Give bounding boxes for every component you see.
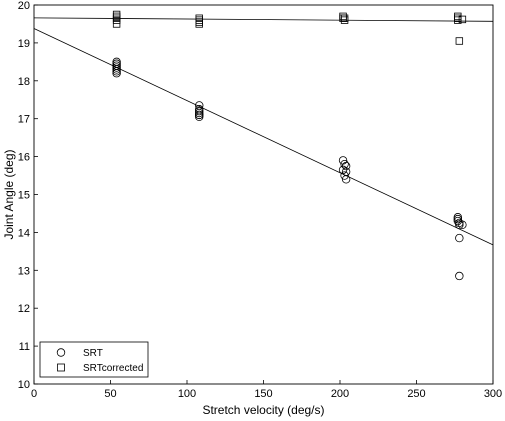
legend-marker-srtcorrected — [57, 363, 65, 372]
fit-lines — [33, 17, 494, 246]
point-srtcorrected — [339, 12, 347, 21]
point-srt — [112, 67, 121, 76]
y-tick-label: 20 — [18, 0, 30, 12]
point-srt — [455, 220, 464, 230]
point-srtcorrected — [112, 20, 121, 28]
point-srt — [195, 108, 204, 118]
y-tick-label: 10 — [18, 379, 30, 391]
legend-marker-srt — [56, 348, 66, 357]
point-srt — [341, 175, 351, 184]
legend-label-srtcorrected: SRTcorrected — [83, 363, 143, 374]
point-srt — [195, 106, 204, 116]
point-srt — [195, 110, 204, 120]
fit-line-srt — [33, 28, 494, 246]
point-srt — [458, 220, 467, 230]
data-points — [112, 10, 467, 281]
point-srtcorrected — [340, 14, 349, 22]
x-tick-label: 50 — [104, 388, 116, 400]
y-tick-label: 15 — [18, 190, 30, 202]
x-tick-label: 0 — [31, 388, 37, 400]
x-axis-label: Stretch velocity (deg/s) — [202, 403, 324, 417]
point-srt — [455, 271, 464, 281]
point-srtcorrected — [195, 16, 203, 24]
point-srt — [112, 63, 121, 72]
y-tick-label: 19 — [18, 38, 30, 50]
x-tick-label: 250 — [407, 388, 425, 400]
y-tick-label: 17 — [18, 114, 30, 126]
x-tick-label: 150 — [254, 388, 272, 400]
point-srt — [341, 161, 351, 171]
y-tick-label: 11 — [19, 341, 30, 353]
fit-line-srtcorrected — [33, 17, 494, 22]
point-srt — [455, 233, 464, 243]
point-srtcorrected — [195, 20, 203, 28]
legend-label-srt: SRT — [83, 348, 103, 359]
y-tick-label: 16 — [18, 152, 30, 164]
point-srt — [112, 69, 121, 78]
x-tick-label: 300 — [484, 388, 502, 400]
point-srtcorrected — [112, 16, 121, 24]
y-tick-label: 18 — [18, 76, 30, 88]
legend: SRT SRTcorrected — [39, 341, 149, 378]
plot-frame — [33, 4, 494, 385]
point-srtcorrected — [195, 18, 203, 26]
point-srt — [195, 112, 204, 122]
y-tick-label: 14 — [18, 227, 30, 239]
y-axis-ticks: 10 11 12 13 14 15 16 17 18 19 20 — [18, 0, 38, 391]
x-tick-label: 100 — [178, 388, 196, 400]
y-tick-label: 13 — [18, 265, 30, 277]
x-axis-ticks: 0 50 100 150 200 250 300 — [31, 380, 502, 400]
y-tick-label: 12 — [18, 303, 30, 315]
point-srtcorrected — [458, 15, 467, 24]
point-srt — [453, 214, 463, 224]
point-srt — [340, 171, 349, 180]
point-srt — [112, 65, 121, 74]
x-tick-label: 200 — [331, 388, 349, 400]
point-srtcorrected — [455, 37, 464, 45]
y-axis-label: Joint Angle (deg) — [2, 149, 16, 239]
point-srtcorrected — [454, 16, 462, 24]
